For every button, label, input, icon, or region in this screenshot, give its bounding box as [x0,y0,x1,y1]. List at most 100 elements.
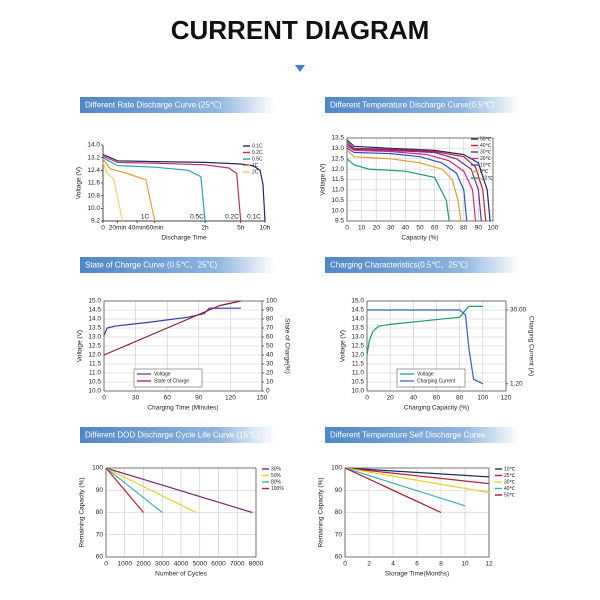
plot-frame [366,300,507,392]
x-tick-label: 0 [343,561,347,568]
y-tick-label: 9.2 [91,218,100,225]
y-tick-label: 100 [331,465,342,472]
y2-tick-label: 1.20 [510,381,523,388]
legend-label: State of Charge [154,378,189,384]
x-tick-label: 1000 [118,561,133,568]
panel-title: State of Charge Curve (0.5℃、25℃) [85,261,217,270]
y2-tick-label: 70 [266,325,274,332]
x-tick-label: 120 [225,395,236,402]
x-tick-label: 0 [345,225,349,232]
legend-label: 50℃ [504,492,516,498]
y-tick-label: 12.0 [88,352,101,359]
panel-header [325,257,520,273]
series-line [346,158,450,222]
panel-title: Different Temperature Discharge Curve(0.… [330,101,495,110]
y2-tick-label: 80 [266,316,274,323]
y2-tick-label: 20 [266,370,274,377]
legend-label: 30% [271,466,282,472]
x-tick-label: 10 [461,561,469,568]
y-axis-label: Voltage (V) [320,163,327,195]
y-tick-label: 11.6 [88,180,101,187]
series-line [344,467,490,485]
legend-label: 2C [252,169,259,175]
x-tick-label: 40 [410,395,418,402]
legend-label: Charging Current [417,378,456,384]
plot-frame [103,300,263,392]
y2-axis-label: State of Charge(%) [283,318,290,374]
y2-tick-label: 90 [266,307,274,314]
series-line [367,309,484,385]
y2-tick-label: 0 [266,388,270,395]
x-tick-label: 4000 [174,561,189,568]
x-tick-label: 4 [391,561,395,568]
y-tick-label: 9.5 [335,218,344,225]
page-title: CURRENT DIAGRAM [171,15,430,45]
y-axis-label: Remaining Capacity (%) [318,477,325,547]
series-line [344,467,466,507]
y-tick-label: 12.4 [87,167,100,174]
legend-label: 1C [252,163,259,169]
panel-title: Charging Characteristics(0.5℃、25℃) [330,261,468,270]
y-tick-label: 13.5 [88,325,101,332]
panel-title: Different Rate Discharge Curve (25℃) [85,101,222,110]
y-tick-label: 70 [96,531,104,538]
y-tick-label: 14.5 [88,307,101,314]
legend-label: 0.2C [252,150,263,156]
plot-frame [346,137,494,222]
x-tick-label: 90 [195,395,203,402]
x-tick-label: 120 [501,395,512,402]
y-tick-label: 10.0 [331,207,344,214]
y-tick-label: 11.5 [332,176,345,183]
legend-label: 30℃ [504,479,516,485]
panel-header [80,97,275,113]
y2-tick-label: 100 [266,298,277,305]
legend-label: 0.5C [252,156,263,162]
y-tick-label: 100 [92,465,103,472]
legend-label: 50℃ [480,136,492,142]
y-tick-label: 12.0 [351,352,364,359]
series-line [102,155,242,222]
x-tick-label: 150 [257,395,268,402]
x-tick-label: 30 [132,395,140,402]
legend-label: Voltage [417,371,434,377]
y-axis-label: Voltage (V) [76,167,83,199]
series-line [344,467,442,514]
y-tick-label: 80 [335,509,343,516]
x-tick-label: 40min [128,225,146,232]
y-tick-label: 60 [96,554,104,561]
plot-frame [344,467,490,558]
legend-label: 0℃ [480,169,489,175]
y-tick-label: 13.0 [351,334,364,341]
y-tick-label: 10.0 [87,205,100,212]
y-tick-label: 12.5 [351,343,364,350]
y-axis-label: Remaining Capacity (%) [79,477,86,547]
y2-tick-label: 10 [266,379,274,386]
x-tick-label: 60min [146,225,164,232]
panel-title: Different DOD Discharge Cycle Life Curve… [85,431,260,440]
series-line [346,141,487,222]
series-line [103,300,242,356]
y-tick-label: 13.5 [351,325,364,332]
legend-label: 25℃ [504,473,516,479]
y-tick-label: 14.5 [351,307,364,314]
x-axis-label: Charging Capacity (%) [404,405,469,412]
curve-annotation: 1C [141,214,150,221]
curve-annotation: 0.5C [190,214,204,221]
y-tick-label: 11.5 [89,361,102,368]
y-tick-label: 14.0 [351,316,364,323]
y2-tick-label: 50 [266,343,274,350]
y-tick-label: 13.0 [88,334,101,341]
x-tick-label: 60 [433,395,441,402]
y-tick-label: 11.0 [332,187,345,194]
x-axis-label: Capacity (%) [401,235,438,242]
x-tick-label: 0 [101,225,105,232]
series-line [346,147,468,222]
series-line [346,149,462,222]
y-tick-label: 10.5 [351,379,364,386]
x-tick-label: 50 [416,225,424,232]
y-tick-label: 60 [335,554,343,561]
legend-label: 40℃ [480,143,492,149]
x-tick-label: 7000 [230,561,245,568]
panel-header [325,97,520,113]
